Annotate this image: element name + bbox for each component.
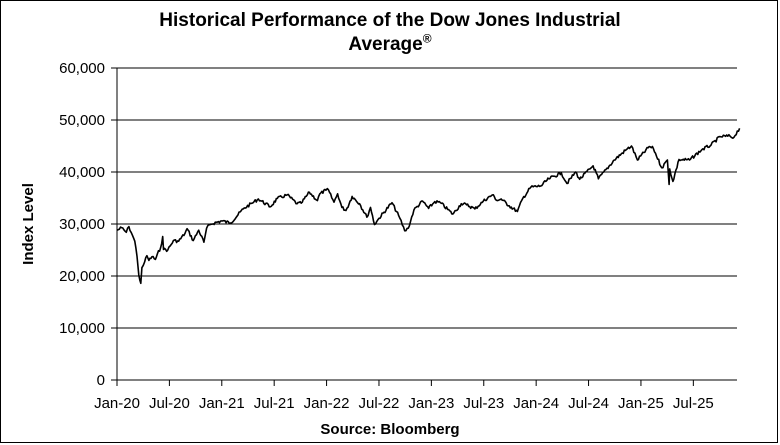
- chart-title-line2: Average®: [0, 31, 780, 56]
- x-tick-label: Jul-22: [359, 395, 400, 412]
- x-tick-label: Jul-24: [568, 395, 609, 412]
- x-tick-label: Jul-25: [673, 395, 714, 412]
- series-line: [116, 128, 741, 285]
- x-tick-label: Jan-20: [94, 395, 140, 412]
- x-tick-label: Jul-23: [463, 395, 504, 412]
- y-tick-label: 60,000: [59, 60, 105, 77]
- y-tick-label: 10,000: [59, 320, 105, 337]
- y-tick-label: 50,000: [59, 112, 105, 129]
- x-tick-label: Jan-24: [513, 395, 559, 412]
- x-tick-label: Jan-25: [618, 395, 664, 412]
- y-tick-label: 40,000: [59, 164, 105, 181]
- x-tick-label: Jul-20: [149, 395, 190, 412]
- x-tick-label: Jul-21: [254, 395, 295, 412]
- y-tick-label: 0: [97, 372, 105, 389]
- x-axis-title: Source: Bloomberg: [320, 421, 460, 438]
- x-tick-label: Jan-21: [199, 395, 245, 412]
- x-tick-label: Jan-23: [408, 395, 454, 412]
- y-tick-label: 30,000: [59, 216, 105, 233]
- x-tick-label: Jan-22: [304, 395, 350, 412]
- y-axis-title: Index Level: [20, 183, 37, 265]
- y-tick-label: 20,000: [59, 268, 105, 285]
- registered-mark: ®: [422, 31, 432, 46]
- chart-title: Historical Performance of the Dow Jones …: [159, 10, 621, 31]
- chart-title-average: Average: [348, 34, 423, 55]
